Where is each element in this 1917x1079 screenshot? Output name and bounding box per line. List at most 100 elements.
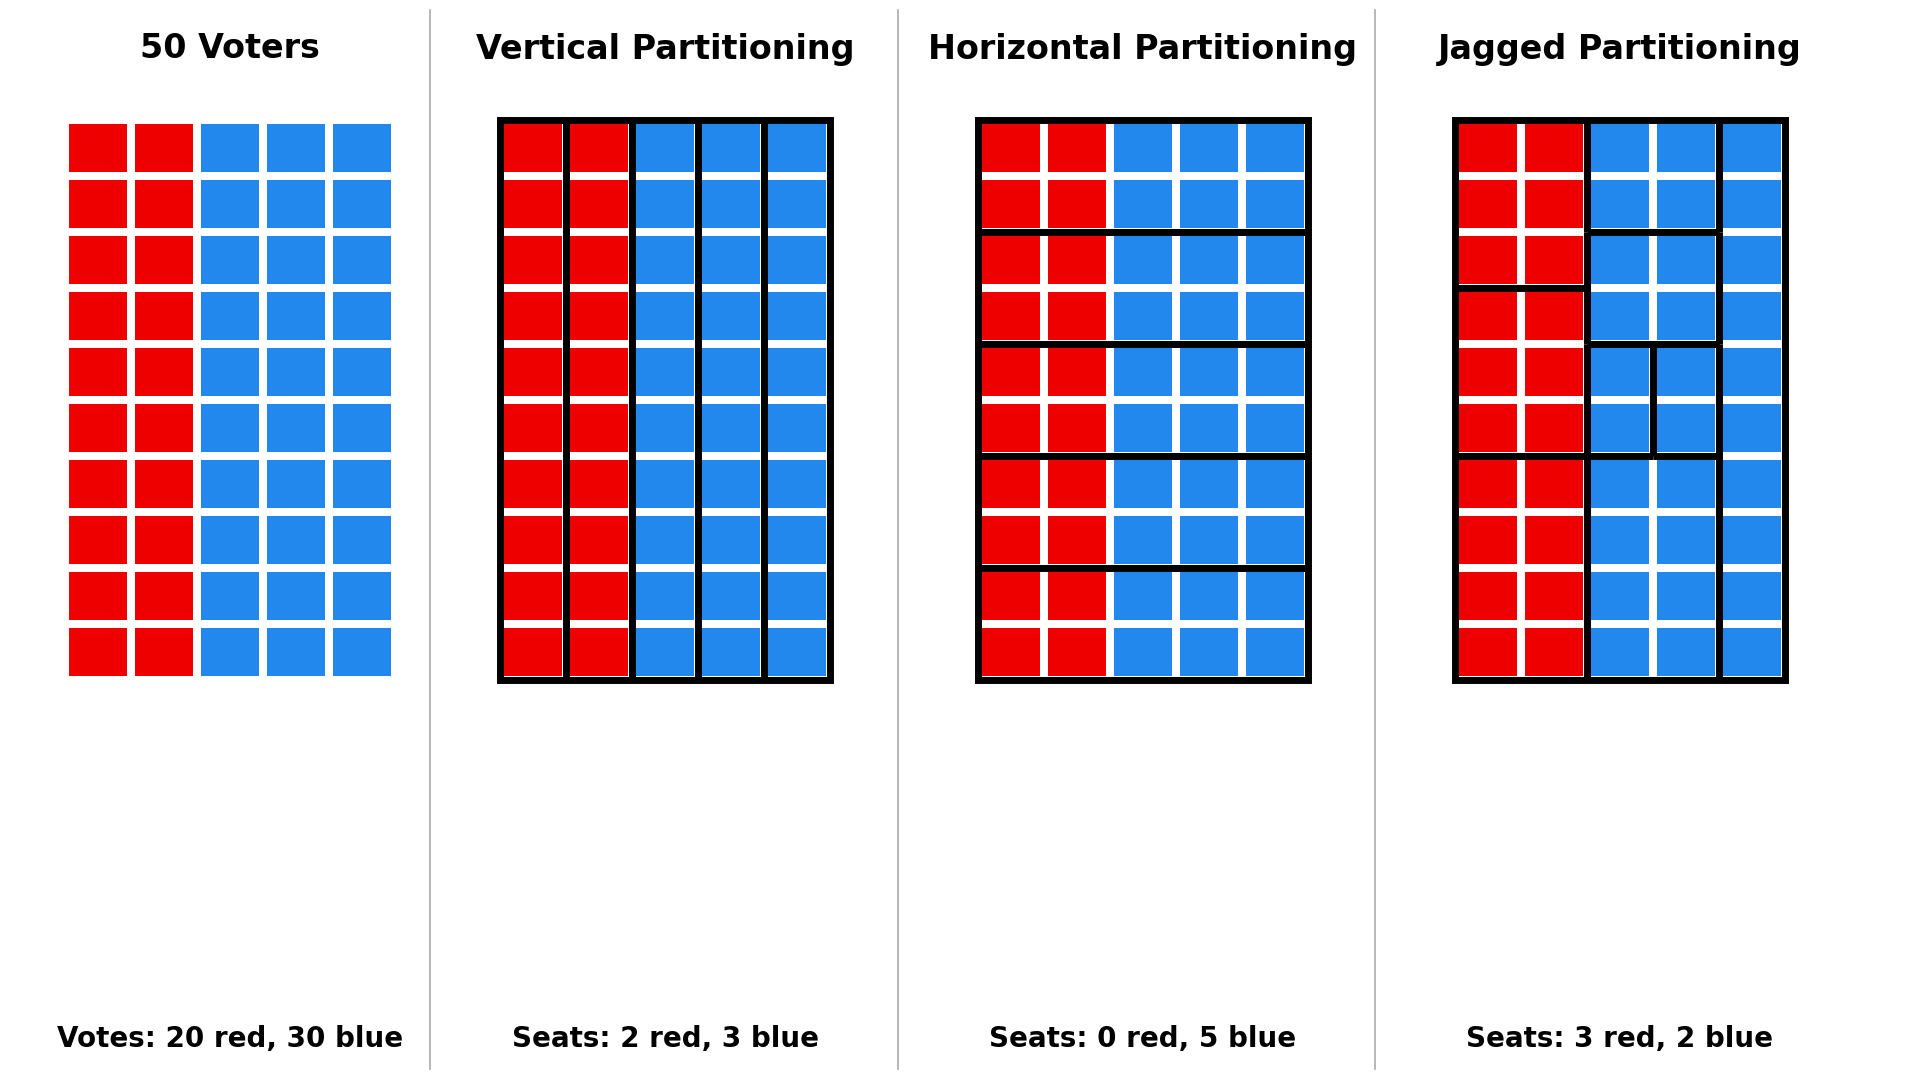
Bar [1526, 516, 1583, 564]
Text: Jagged Partitioning: Jagged Partitioning [1438, 32, 1802, 66]
Bar [1656, 460, 1716, 508]
Bar [702, 180, 759, 228]
Bar [1049, 124, 1106, 172]
Bar [1246, 236, 1304, 284]
Bar [636, 236, 694, 284]
Bar [1459, 236, 1516, 284]
Bar [702, 460, 759, 508]
Bar [569, 628, 629, 677]
Bar [504, 349, 562, 396]
Bar [504, 124, 562, 172]
Bar [504, 404, 562, 452]
Bar [569, 124, 629, 172]
Bar [1656, 292, 1716, 340]
Bar [769, 124, 826, 172]
Bar [1181, 236, 1238, 284]
Bar [69, 572, 127, 620]
Bar [702, 628, 759, 677]
Bar [769, 404, 826, 452]
Bar [1459, 460, 1516, 508]
Bar [1049, 628, 1106, 677]
Bar [1526, 180, 1583, 228]
Bar [1723, 404, 1781, 452]
Bar [769, 516, 826, 564]
Bar [201, 236, 259, 284]
Bar [1656, 628, 1716, 677]
Bar [1114, 180, 1171, 228]
Bar [1455, 120, 1785, 680]
Bar [1246, 572, 1304, 620]
Text: Vertical Partitioning: Vertical Partitioning [475, 32, 855, 66]
Bar [334, 628, 391, 677]
Bar [1049, 516, 1106, 564]
Bar [636, 404, 694, 452]
Bar [636, 628, 694, 677]
Bar [1246, 292, 1304, 340]
Bar [569, 572, 629, 620]
Bar [1246, 349, 1304, 396]
Bar [201, 349, 259, 396]
Bar [1459, 292, 1516, 340]
Bar [569, 180, 629, 228]
Bar [569, 236, 629, 284]
Bar [1526, 628, 1583, 677]
Bar [1591, 236, 1649, 284]
Bar [769, 236, 826, 284]
Bar [134, 516, 194, 564]
Bar [134, 236, 194, 284]
Bar [69, 349, 127, 396]
Bar [134, 124, 194, 172]
Bar [1526, 349, 1583, 396]
Bar [69, 460, 127, 508]
Bar [1459, 404, 1516, 452]
Bar [134, 349, 194, 396]
Bar [982, 628, 1041, 677]
Bar [69, 628, 127, 677]
Bar [636, 516, 694, 564]
Bar [334, 124, 391, 172]
Bar [500, 120, 830, 680]
Bar [1049, 349, 1106, 396]
Bar [1591, 516, 1649, 564]
Bar [636, 180, 694, 228]
Bar [1591, 349, 1649, 396]
Bar [69, 236, 127, 284]
Bar [636, 572, 694, 620]
Bar [1246, 628, 1304, 677]
Bar [1114, 460, 1171, 508]
Bar [1526, 404, 1583, 452]
Bar [1459, 628, 1516, 677]
Bar [769, 460, 826, 508]
Bar [1181, 516, 1238, 564]
Bar [1114, 572, 1171, 620]
Bar [201, 516, 259, 564]
Bar [134, 180, 194, 228]
Bar [1246, 124, 1304, 172]
Bar [504, 572, 562, 620]
Bar [1181, 349, 1238, 396]
Bar [334, 180, 391, 228]
Bar [69, 124, 127, 172]
Bar [504, 460, 562, 508]
Bar [1246, 404, 1304, 452]
Bar [636, 349, 694, 396]
Bar [69, 180, 127, 228]
Bar [1591, 404, 1649, 452]
Bar [1049, 460, 1106, 508]
Bar [69, 404, 127, 452]
Bar [1459, 516, 1516, 564]
Bar [201, 124, 259, 172]
Bar [334, 349, 391, 396]
Bar [1723, 124, 1781, 172]
Text: Seats: 0 red, 5 blue: Seats: 0 red, 5 blue [989, 1025, 1296, 1053]
Bar [1114, 628, 1171, 677]
Bar [982, 236, 1041, 284]
Bar [1049, 404, 1106, 452]
Bar [1723, 460, 1781, 508]
Bar [1049, 572, 1106, 620]
Bar [569, 460, 629, 508]
Bar [1114, 404, 1171, 452]
Bar [334, 236, 391, 284]
Bar [134, 572, 194, 620]
Bar [1526, 292, 1583, 340]
